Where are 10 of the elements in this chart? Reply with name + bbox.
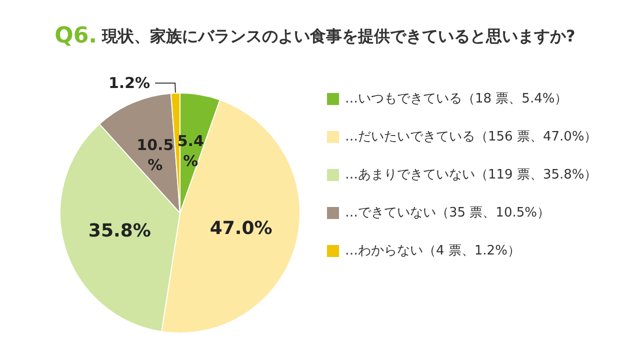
data-label: 47.0% <box>210 218 272 239</box>
chart-title: Q6. 現状、家族にバランスのよい食事を提供できていると思いますか? <box>54 24 576 48</box>
legend-label: …だいたいできている（156 票、47.0%） <box>345 130 598 144</box>
legend-label: …できていない（35 票、10.5%） <box>345 206 550 220</box>
data-label: 35.8% <box>88 220 151 242</box>
legend-label: …いつもできている（18 票、5.4%） <box>345 92 568 106</box>
data-label: 1.2% <box>108 74 150 92</box>
legend-label: …わからない（4 票、1.2%） <box>345 244 520 258</box>
data-label: 10.5% <box>136 136 174 174</box>
legend-label: …あまりできていない（119 票、35.8%） <box>345 168 598 182</box>
